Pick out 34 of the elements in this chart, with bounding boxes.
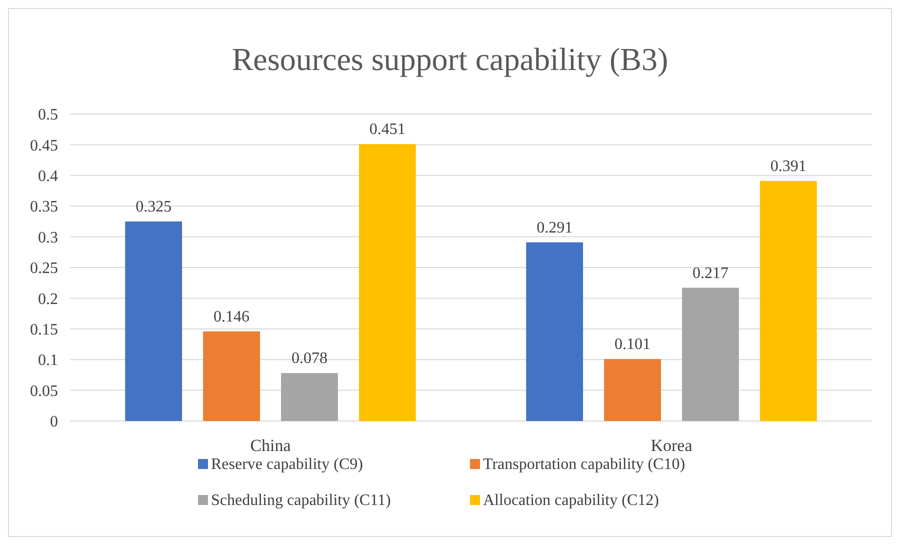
y-tick-label: 0.25 <box>30 260 58 278</box>
data-label: 0.101 <box>614 336 651 353</box>
data-label: 0.291 <box>536 219 573 236</box>
x-tick-label: Korea <box>650 436 693 455</box>
bar <box>604 358 661 421</box>
bar <box>203 331 260 421</box>
legend-label: Transportation capability (C10) <box>483 456 686 473</box>
y-tick-label: 0.15 <box>30 322 58 338</box>
y-tick-label: 0.2 <box>38 290 58 308</box>
data-label: 0.325 <box>136 198 172 216</box>
legend-label: Scheduling capability (C11) <box>211 492 391 509</box>
bar <box>125 221 182 421</box>
x-tick-label: China <box>250 436 292 455</box>
y-tick-label: 0.3 <box>38 229 58 246</box>
bar <box>682 288 739 421</box>
y-tick-label: 0.4 <box>38 168 58 185</box>
data-label: 0.391 <box>770 158 806 175</box>
data-label: 0.451 <box>369 121 406 138</box>
bar <box>358 144 416 421</box>
y-tick-label: 0 <box>50 414 58 431</box>
bar <box>281 373 338 421</box>
y-tick-label: 0.5 <box>38 106 58 124</box>
bar <box>760 180 817 421</box>
legend-label: Reserve capability (C9) <box>211 456 363 473</box>
data-label: 0.217 <box>692 264 728 282</box>
y-tick-label: 0.45 <box>30 137 58 154</box>
y-tick-label: 0.35 <box>30 198 58 216</box>
data-label: 0.078 <box>291 350 328 368</box>
legend-label: Allocation capability (C12) <box>483 492 659 509</box>
bar <box>526 242 584 421</box>
chart-title: Resources support capability (B3) <box>232 41 668 77</box>
data-label: 0.146 <box>214 308 250 326</box>
y-tick-label: 0.05 <box>30 382 58 400</box>
y-tick-label: 0.1 <box>38 352 58 370</box>
